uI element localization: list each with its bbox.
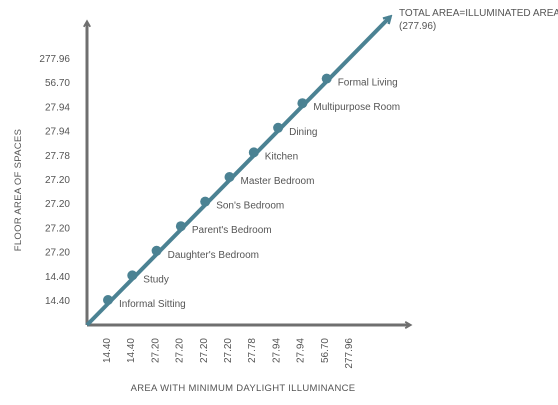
data-point (151, 245, 162, 256)
x-tick-label: 56.70 (320, 338, 331, 363)
x-tick-label: 27.20 (150, 338, 161, 363)
x-tick-labels: 14.40 14.40 27.20 27.20 27.20 27.20 27.78 27.94… (102, 338, 355, 369)
x-tick-label: 27.20 (223, 338, 234, 363)
data-point-label: Dining (289, 127, 317, 138)
y-tick-labels: 14.40 14.40 27.20 27.20 27.20 27.20 27.78 27.94… (39, 54, 70, 307)
total-label-line-1: TOTAL AREA=ILLUMINATED AREA (399, 8, 558, 19)
y-axis-title: FLOOR AREA OF SPACES (13, 129, 24, 252)
y-tick-label: 277.96 (39, 54, 70, 65)
y-tick-label: 27.20 (45, 199, 70, 210)
data-point (200, 196, 211, 207)
y-tick-label: 27.94 (45, 127, 70, 138)
y-tick-label: 27.20 (45, 248, 70, 259)
y-tick-label: 14.40 (45, 272, 70, 283)
x-tick-label: 27.20 (175, 338, 186, 363)
data-point (127, 270, 138, 281)
data-point-label: Kitchen (265, 151, 298, 162)
data-point (273, 122, 284, 133)
data-point (175, 221, 186, 232)
x-tick-label: 14.40 (126, 338, 137, 363)
data-point (103, 295, 113, 305)
data-point (321, 73, 332, 84)
data-point-label: Parent's Bedroom (192, 225, 272, 236)
data-point-label: Informal Sitting (119, 299, 186, 310)
data-point-label: Master Bedroom (241, 176, 315, 187)
x-tick-label: 27.78 (247, 338, 258, 363)
y-tick-label: 56.70 (45, 78, 70, 89)
data-point-label: Son's Bedroom (216, 201, 284, 212)
data-points: Informal Sitting Study Daughter's Bedroom P… (103, 73, 400, 310)
data-point-label: Formal Living (338, 78, 398, 89)
data-point (224, 172, 235, 182)
data-point-label: Daughter's Bedroom (168, 250, 259, 261)
y-tick-label: 27.20 (45, 223, 70, 234)
x-axis-title: AREA WITH MINIMUM DAYLIGHT ILLUMINANCE (131, 383, 356, 394)
x-tick-label: 27.94 (296, 338, 307, 363)
series-line (85, 17, 390, 327)
data-point-label: Multipurpose Room (313, 102, 400, 113)
x-tick-label: 277.96 (344, 338, 355, 369)
data-point (297, 98, 308, 109)
y-tick-label: 27.20 (45, 175, 70, 186)
y-tick-label: 27.78 (45, 151, 70, 162)
x-tick-label: 14.40 (102, 338, 113, 363)
total-label-line-2: (277.96) (399, 21, 436, 32)
x-tick-label: 27.94 (271, 338, 282, 363)
x-tick-label: 27.20 (199, 338, 210, 363)
y-tick-label: 27.94 (45, 102, 70, 113)
y-tick-label: 14.40 (45, 296, 70, 307)
data-point (248, 147, 259, 158)
data-point-label: Study (143, 274, 169, 285)
